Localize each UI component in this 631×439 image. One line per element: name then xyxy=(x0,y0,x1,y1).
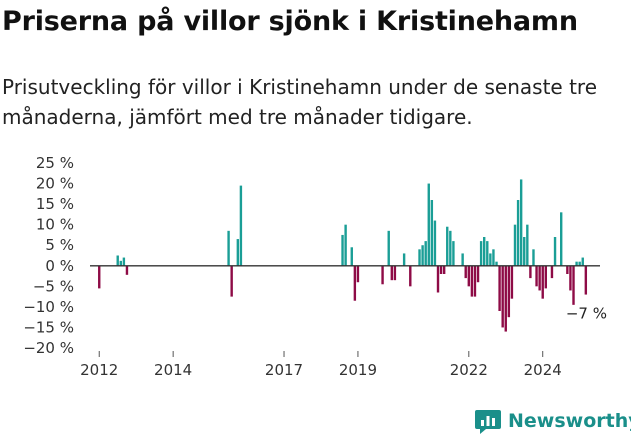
negative-bar xyxy=(442,265,446,274)
negative-bar xyxy=(566,265,569,274)
negative-bar xyxy=(356,265,360,283)
positive-bar xyxy=(421,245,424,266)
negative-bar xyxy=(544,265,547,289)
positive-bar xyxy=(532,249,535,266)
negative-bar xyxy=(353,265,357,301)
negative-bar xyxy=(390,265,394,281)
positive-bar xyxy=(427,183,430,266)
negative-bar xyxy=(569,265,572,291)
positive-bar xyxy=(492,249,495,266)
x-tick-label: 2017 xyxy=(265,361,303,379)
negative-bar xyxy=(436,265,440,293)
positive-bar xyxy=(461,253,464,266)
y-tick-label: 25 % xyxy=(36,154,74,172)
positive-bar xyxy=(446,226,449,266)
x-axis: 2012 2014 2017 2019 2022 2024 xyxy=(80,351,562,379)
negative-bar xyxy=(467,265,470,287)
y-axis: 25 % 20 % 15 % 10 % 5 % 0 % −5 % −10 % −15 % −20 … xyxy=(23,154,74,357)
y-tick-label: −15 % xyxy=(23,318,74,336)
x-tick-label: 2024 xyxy=(524,361,562,379)
positive-bar xyxy=(433,220,437,266)
negative-bar xyxy=(504,265,507,332)
negative-bar xyxy=(473,265,477,297)
positive-bar xyxy=(387,230,390,266)
y-tick-label: −10 % xyxy=(23,298,74,316)
negative-bar xyxy=(439,265,443,274)
positive-bar xyxy=(236,239,240,266)
positive-bar xyxy=(523,237,526,266)
positive-bar xyxy=(581,257,584,266)
newsworthy-bar-chart-icon xyxy=(475,410,501,434)
x-tick-label: 2022 xyxy=(450,361,488,379)
positive-bar xyxy=(526,224,529,266)
positive-bar xyxy=(479,241,483,266)
positive-bar xyxy=(430,200,434,266)
bars xyxy=(98,179,588,332)
y-tick-label: −5 % xyxy=(33,277,74,295)
negative-bar xyxy=(572,265,575,305)
x-tick-label: 2014 xyxy=(154,361,192,379)
positive-bar xyxy=(560,212,563,266)
positive-bar xyxy=(575,261,578,266)
negative-bar xyxy=(529,265,532,279)
positive-bar xyxy=(553,237,557,266)
y-tick-label: 10 % xyxy=(36,216,74,234)
y-tick-label: 0 % xyxy=(45,257,74,275)
positive-bar xyxy=(227,230,230,266)
negative-bar xyxy=(125,265,129,275)
chart-subtitle: Prisutveckling för villor i Kristinehamn… xyxy=(2,75,598,129)
y-tick-label: 5 % xyxy=(45,236,74,254)
y-tick-label: −20 % xyxy=(23,339,74,357)
positive-bar xyxy=(418,249,421,266)
positive-bar xyxy=(452,241,455,266)
negative-bar xyxy=(584,265,588,295)
positive-bar xyxy=(483,237,486,266)
positive-bar xyxy=(350,247,353,266)
positive-bar xyxy=(424,241,427,266)
negative-bar xyxy=(98,265,101,289)
negative-bar xyxy=(393,265,397,281)
y-tick-label: 15 % xyxy=(36,195,74,213)
newsworthy-logo: Newsworthy xyxy=(474,406,631,436)
negative-bar xyxy=(381,265,384,285)
positive-bar xyxy=(239,185,243,266)
negative-bar xyxy=(538,265,541,291)
positive-bar xyxy=(341,234,344,266)
positive-bar xyxy=(402,253,406,266)
positive-bar xyxy=(344,224,347,266)
positive-bar xyxy=(495,261,498,266)
logo-text: Newsworthy xyxy=(508,410,631,432)
negative-bar xyxy=(507,265,511,318)
negative-bar xyxy=(476,265,480,283)
last-value-annotation: −7 % xyxy=(566,305,607,323)
positive-bar xyxy=(489,253,492,266)
negative-bar xyxy=(501,265,504,328)
positive-bar xyxy=(119,260,122,266)
positive-bar xyxy=(449,230,452,266)
negative-bar xyxy=(464,265,467,279)
negative-bar xyxy=(535,265,538,287)
x-tick-label: 2012 xyxy=(80,361,118,379)
bar-chart: 25 % 20 % 15 % 10 % 5 % 0 % −5 % −10 % −15 % −20 … xyxy=(23,154,607,379)
positive-bar xyxy=(513,224,517,266)
positive-bar xyxy=(116,255,119,266)
negative-bar xyxy=(470,265,474,297)
negative-bar xyxy=(541,265,544,299)
positive-bar xyxy=(578,261,581,266)
negative-bar xyxy=(230,265,233,297)
positive-bar xyxy=(519,179,523,266)
negative-bar xyxy=(510,265,514,299)
negative-bar xyxy=(498,265,501,311)
positive-bar xyxy=(516,200,520,266)
negative-bar xyxy=(409,265,412,287)
negative-bar xyxy=(550,265,554,279)
y-tick-label: 20 % xyxy=(36,175,74,193)
positive-bar xyxy=(122,257,126,266)
positive-bar xyxy=(486,241,489,266)
x-tick-label: 2019 xyxy=(339,361,377,379)
chart-title: Priserna på villor sjönk i Kristinehamn xyxy=(2,6,578,37)
